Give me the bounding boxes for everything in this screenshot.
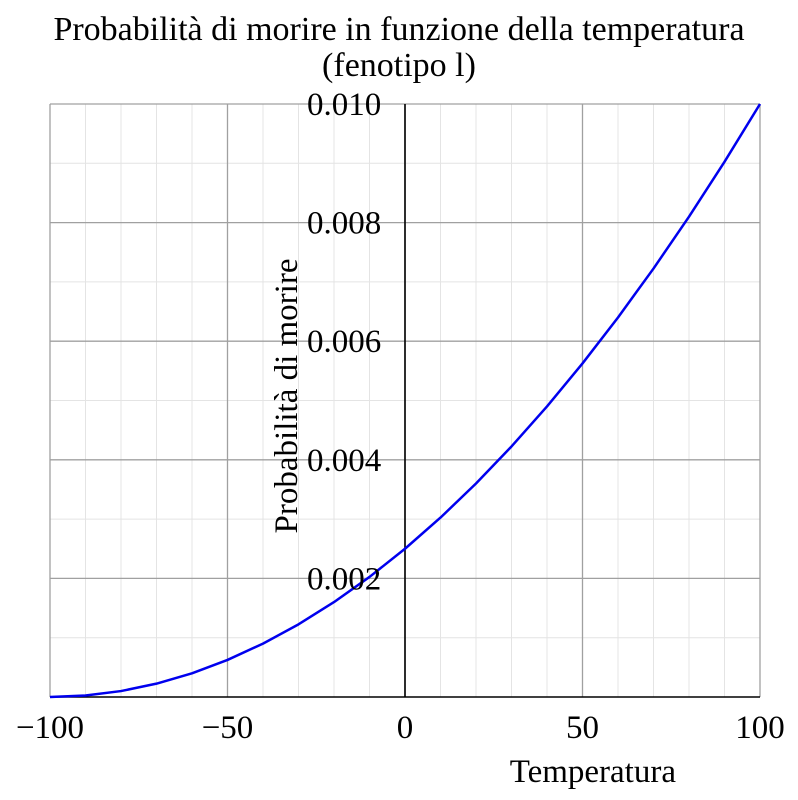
axes bbox=[50, 104, 760, 698]
y-tick-label: 0.008 bbox=[307, 206, 381, 242]
series-group bbox=[49, 103, 762, 699]
y-tick-label: 0.004 bbox=[307, 443, 381, 479]
y-tick-label: 0.002 bbox=[307, 561, 381, 597]
x-tick-label: 100 bbox=[735, 710, 785, 746]
series-line bbox=[49, 103, 762, 699]
tick-labels: −100 −50 0 50 100 0.002 0.004 0.006 0.008 0.010 bbox=[16, 87, 785, 746]
y-axis-label: Probabilità di morire bbox=[269, 259, 305, 534]
y-tick-label: 0.006 bbox=[307, 324, 381, 360]
x-tick-label: −100 bbox=[16, 710, 84, 746]
chart-subtitle: (fenotipo l) bbox=[322, 47, 476, 84]
chart-title: Probabilità di morire in funzione della … bbox=[53, 11, 745, 48]
x-tick-label: 0 bbox=[397, 710, 414, 746]
x-tick-label: −50 bbox=[202, 710, 254, 746]
y-tick-label: 0.010 bbox=[307, 87, 381, 123]
x-tick-label: 50 bbox=[566, 710, 599, 746]
x-axis-label: Temperatura bbox=[510, 754, 677, 790]
